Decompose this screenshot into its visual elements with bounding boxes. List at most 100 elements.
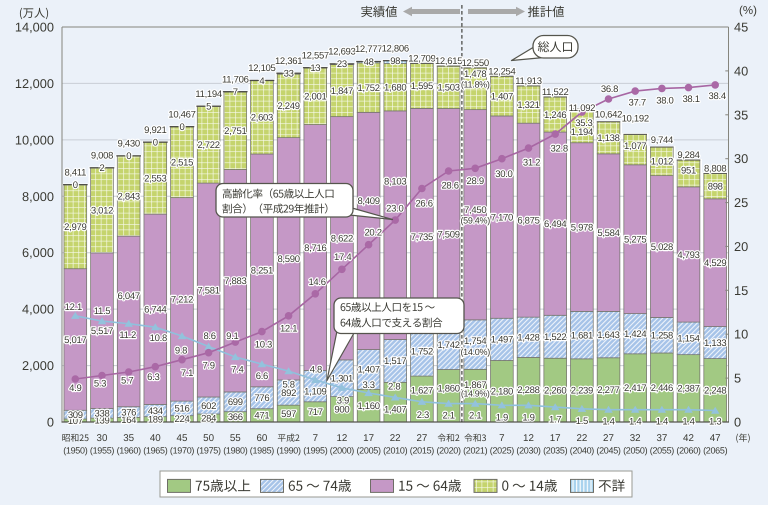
svg-text:10,467: 10,467	[168, 109, 195, 120]
svg-text:471: 471	[254, 411, 269, 422]
svg-text:1,258: 1,258	[651, 331, 673, 342]
svg-text:2,603: 2,603	[251, 113, 273, 124]
svg-text:5: 5	[206, 102, 211, 113]
svg-text:164: 164	[121, 415, 136, 426]
svg-text:30.0: 30.0	[495, 169, 512, 180]
svg-text:9,921: 9,921	[144, 125, 166, 136]
svg-text:0: 0	[734, 415, 741, 430]
svg-text:(1970): (1970)	[170, 446, 195, 456]
svg-text:9,284: 9,284	[677, 150, 699, 161]
svg-text:(1955): (1955)	[90, 446, 115, 456]
svg-text:7: 7	[313, 433, 318, 444]
svg-text:5,978: 5,978	[571, 222, 593, 233]
svg-text:1.4: 1.4	[682, 417, 694, 428]
svg-text:32.8: 32.8	[551, 143, 568, 154]
svg-text:3.3: 3.3	[362, 380, 374, 391]
svg-text:1.9: 1.9	[496, 413, 508, 424]
svg-text:37.7: 37.7	[629, 97, 646, 108]
svg-text:14.6: 14.6	[308, 277, 325, 288]
svg-text:0: 0	[126, 151, 131, 162]
svg-text:2,979: 2,979	[64, 222, 86, 233]
svg-text:12.1: 12.1	[65, 302, 82, 313]
svg-text:(1960): (1960)	[117, 446, 142, 456]
svg-text:20: 20	[734, 239, 748, 254]
svg-text:27: 27	[416, 433, 427, 444]
svg-text:11,092: 11,092	[569, 103, 596, 114]
svg-text:12,361: 12,361	[275, 56, 302, 67]
svg-text:26.6: 26.6	[415, 198, 432, 209]
svg-text:284: 284	[201, 413, 216, 424]
svg-text:42: 42	[683, 433, 694, 444]
svg-text:12.1: 12.1	[280, 324, 297, 335]
svg-text:22: 22	[576, 433, 587, 444]
svg-text:2,387: 2,387	[677, 384, 699, 395]
svg-text:6,875: 6,875	[517, 216, 539, 227]
svg-text:6,000: 6,000	[22, 245, 54, 260]
svg-text:366: 366	[228, 412, 243, 423]
svg-text:5.3: 5.3	[94, 378, 106, 389]
svg-text:45: 45	[177, 433, 188, 444]
svg-text:17: 17	[550, 433, 561, 444]
svg-text:(2055): (2055)	[650, 446, 675, 456]
svg-text:10: 10	[734, 327, 748, 342]
svg-text:(1990): (1990)	[276, 446, 301, 456]
svg-text:12,709: 12,709	[408, 53, 435, 64]
svg-text:1,522: 1,522	[544, 332, 566, 343]
svg-text:2.8: 2.8	[388, 382, 400, 393]
svg-text:699: 699	[228, 397, 243, 408]
svg-text:(2040): (2040)	[570, 446, 595, 456]
svg-text:5.7: 5.7	[121, 375, 133, 386]
svg-text:1.5: 1.5	[576, 416, 588, 427]
svg-text:1,867: 1,867	[464, 380, 486, 391]
svg-text:(14.9%): (14.9%)	[461, 389, 490, 399]
svg-text:45: 45	[734, 20, 748, 35]
svg-text:1,478: 1,478	[464, 69, 486, 80]
svg-text:1,407: 1,407	[384, 405, 406, 416]
svg-text:33: 33	[284, 69, 294, 80]
svg-text:7,883: 7,883	[224, 276, 246, 287]
svg-text:7,509: 7,509	[437, 230, 459, 241]
svg-text:14,000: 14,000	[15, 20, 54, 35]
svg-text:37: 37	[656, 433, 667, 444]
svg-text:1,595: 1,595	[411, 81, 433, 92]
svg-text:35: 35	[734, 107, 748, 122]
svg-text:(2045): (2045)	[596, 446, 621, 456]
svg-text:47: 47	[710, 433, 721, 444]
svg-text:5: 5	[734, 371, 741, 386]
svg-text:20.2: 20.2	[364, 228, 381, 239]
svg-text:98: 98	[390, 56, 400, 67]
svg-text:1,133: 1,133	[704, 338, 726, 349]
svg-text:2,722: 2,722	[197, 140, 219, 151]
svg-text:597: 597	[281, 409, 296, 420]
svg-text:602: 602	[201, 401, 216, 412]
svg-text:1.4: 1.4	[656, 417, 668, 428]
svg-text:8,000: 8,000	[22, 189, 54, 204]
svg-text:(2060): (2060)	[676, 446, 701, 456]
svg-text:2,001: 2,001	[304, 92, 326, 103]
svg-text:(2065): (2065)	[703, 446, 728, 456]
svg-text:6,494: 6,494	[544, 219, 566, 230]
svg-text:1,407: 1,407	[491, 91, 513, 102]
svg-text:1,077: 1,077	[624, 141, 646, 152]
svg-text:38.0: 38.0	[656, 96, 673, 107]
svg-text:12,557: 12,557	[302, 50, 329, 61]
svg-text:309: 309	[68, 410, 83, 421]
svg-text:4.9: 4.9	[69, 383, 81, 394]
svg-text:1,680: 1,680	[384, 83, 406, 94]
svg-text:60: 60	[256, 433, 267, 444]
svg-text:3,012: 3,012	[91, 206, 113, 217]
svg-text:1,246: 1,246	[544, 110, 566, 121]
svg-text:2,180: 2,180	[491, 387, 513, 398]
svg-text:9.8: 9.8	[175, 345, 187, 356]
svg-text:32: 32	[630, 433, 641, 444]
svg-text:11.5: 11.5	[94, 306, 111, 317]
svg-text:8,808: 8,808	[704, 164, 726, 175]
svg-text:17.4: 17.4	[334, 252, 351, 263]
svg-text:(1950): (1950)	[63, 446, 88, 456]
svg-text:4,529: 4,529	[704, 258, 726, 269]
svg-text:1,301: 1,301	[331, 374, 353, 385]
svg-text:1,160: 1,160	[357, 401, 379, 412]
svg-text:12,105: 12,105	[248, 63, 275, 74]
svg-text:11,706: 11,706	[222, 74, 249, 85]
svg-text:1,428: 1,428	[517, 333, 539, 344]
